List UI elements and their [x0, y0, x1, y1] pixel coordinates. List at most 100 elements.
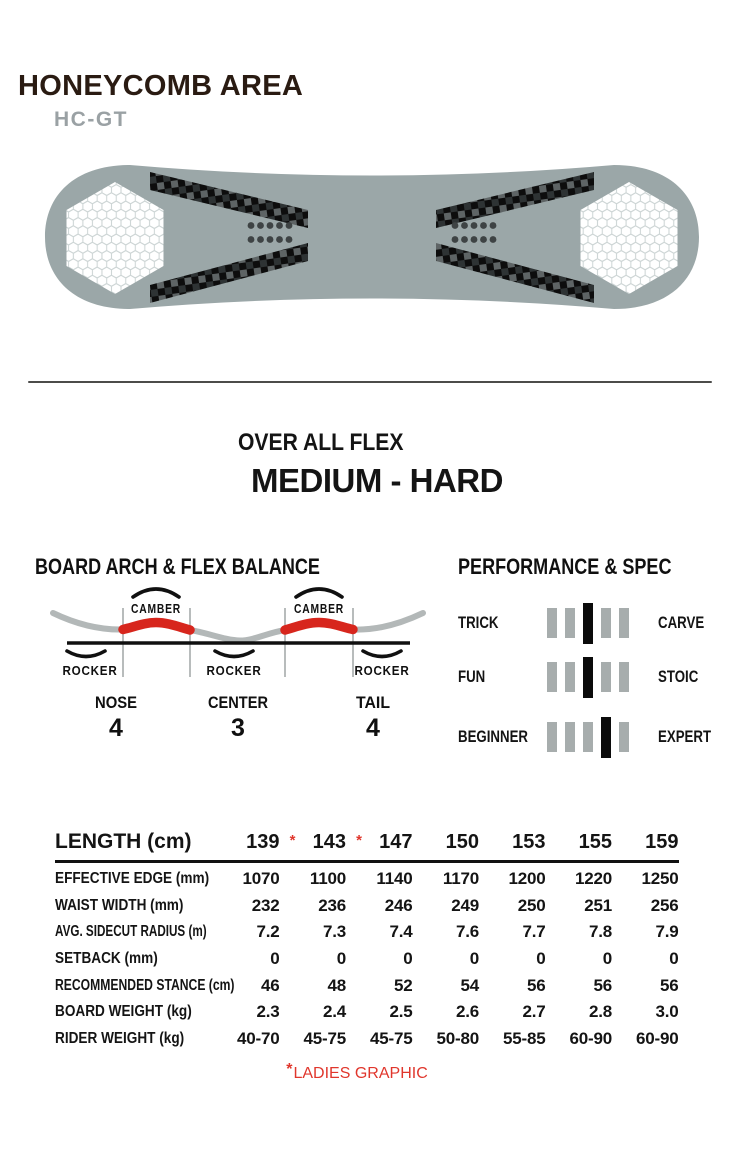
performance-bar: [547, 722, 557, 752]
rocker-label: ROCKER: [355, 664, 410, 678]
camber-label: CAMBER: [294, 601, 344, 616]
arch-diagram: CAMBER CAMBER ROCKER ROCKER ROCKER NOSE …: [50, 587, 426, 742]
arch-section-title: BOARD ARCH & FLEX BALANCE: [35, 554, 320, 579]
performance-bar: [601, 608, 611, 638]
table-cell: 249: [451, 895, 479, 915]
camber-arc-icon: [131, 587, 181, 599]
table-cell: 2.5: [389, 1002, 413, 1022]
performance-row: TRICK CARVE: [458, 601, 708, 645]
table-cell: 60-90: [569, 1028, 613, 1048]
table-cell: 7.3: [322, 922, 346, 942]
table-cell: 56: [526, 975, 546, 995]
performance-bar: [583, 722, 593, 752]
table-cell: 1200: [508, 869, 546, 889]
performance-bar: [601, 662, 611, 692]
performance-bar: [547, 662, 557, 692]
table-cell: 1100: [309, 869, 346, 889]
performance-left-label: TRICK: [458, 613, 499, 632]
performance-bar-scale: [540, 716, 658, 758]
table-cell: 0: [336, 949, 346, 969]
row-label: EFFECTIVE EDGE (mm): [55, 870, 210, 888]
table-cell: 46: [260, 975, 280, 995]
ladies-graphic-footnote: *LADIES GRAPHIC: [45, 1061, 669, 1083]
rocker-arc-icon: [65, 649, 107, 659]
section-divider: [28, 381, 712, 383]
table-cell: 256: [650, 895, 679, 915]
carbon-stripes-icon: [150, 172, 594, 303]
table-cell: 40-70: [237, 1028, 280, 1048]
camber-arc-icon: [294, 587, 344, 599]
page-title: HONEYCOMB AREA: [18, 70, 304, 102]
row-label: BOARD WEIGHT (kg): [55, 1003, 192, 1021]
table-cell: 56: [593, 975, 612, 995]
table-cell: 55-85: [503, 1028, 546, 1048]
table-cell: 1170: [442, 869, 479, 889]
table-cell: 0: [602, 949, 612, 969]
table-cell: 50-80: [436, 1028, 480, 1048]
snowboard-graphic: [45, 165, 699, 309]
length-column-header: 150: [445, 830, 479, 853]
flex-value-center: 3: [231, 714, 245, 742]
performance-left-label: FUN: [458, 667, 486, 686]
length-column-header: 147: [379, 830, 413, 853]
performance-bar-scale: [540, 656, 658, 698]
table-cell: 1070: [242, 869, 280, 889]
length-column-header: 139 *: [246, 830, 296, 853]
performance-right-label: EXPERT: [658, 727, 712, 746]
performance-section-title: PERFORMANCE & SPEC: [458, 554, 672, 579]
table-cell: 0: [669, 949, 679, 969]
table-cell: 56: [659, 975, 679, 995]
length-column-header: 143 *: [312, 830, 362, 853]
table-cell: 0: [469, 949, 479, 969]
performance-bar: [619, 662, 629, 692]
table-row: RIDER WEIGHT (kg) 40-70 45-75 45-75 50-80 55-…: [55, 1026, 679, 1053]
table-cell: 3.0: [655, 1002, 679, 1022]
performance-bar: [565, 662, 575, 692]
overall-flex-label: OVER ALL FLEX: [238, 429, 404, 456]
table-cell: 232: [251, 895, 280, 915]
table-row: SETBACK (mm) 0 0 0 0 0 0 0: [55, 946, 679, 973]
spec-table: LENGTH (cm) 139 * 143 * 147 150 153 155 159 EFFEC…: [55, 830, 679, 1083]
table-cell: 60-90: [636, 1028, 679, 1048]
row-label: AVG. SIDECUT RADIUS (m): [55, 923, 207, 941]
length-column-header: 155: [578, 830, 612, 853]
performance-bar: [565, 722, 575, 752]
section-name-center: CENTER: [208, 694, 268, 712]
row-label: SETBACK (mm): [55, 950, 158, 968]
rocker-label: ROCKER: [207, 664, 262, 678]
row-label: RECOMMENDED STANCE (cm): [55, 976, 235, 994]
length-header-label: LENGTH (cm): [55, 830, 192, 853]
section-name-nose: NOSE: [95, 694, 137, 712]
table-cell: 2.3: [256, 1002, 280, 1022]
table-cell: 0: [270, 949, 280, 969]
flex-value-nose: 4: [109, 714, 123, 742]
table-cell: 7.9: [655, 922, 679, 942]
table-cell: 251: [584, 895, 612, 915]
table-cell: 48: [327, 975, 346, 995]
camber-label: CAMBER: [131, 601, 181, 616]
honeycomb-tip-left-icon: [66, 182, 164, 294]
performance-row: BEGINNER EXPERT: [458, 715, 712, 759]
footnote-text: LADIES GRAPHIC: [293, 1065, 428, 1083]
performance-row: FUN STOIC: [458, 655, 708, 699]
performance-level-marker: [583, 656, 593, 698]
table-cell: 0: [536, 949, 546, 969]
section-name-tail: TAIL: [356, 694, 390, 712]
spec-table-body: EFFECTIVE EDGE (mm) 1070 1100 1140 1170 1200 1…: [55, 866, 679, 1052]
board-profile-line: [50, 610, 426, 644]
table-cell: 7.4: [389, 922, 413, 942]
table-cell: 1220: [574, 869, 612, 889]
table-row: EFFECTIVE EDGE (mm) 1070 1100 1140 1170 1200 1…: [55, 866, 679, 893]
table-cell: 52: [393, 975, 413, 995]
table-cell: 2.4: [322, 1002, 346, 1022]
binding-inserts-icon: [247, 222, 497, 243]
flex-value-tail: 4: [366, 714, 380, 742]
table-cell: 2.8: [588, 1002, 612, 1022]
length-column-header: 153: [512, 830, 546, 853]
performance-bar-scale: [540, 602, 658, 644]
model-name: HC-GT: [54, 108, 128, 131]
table-cell: 2.7: [522, 1002, 546, 1022]
length-column-header: 159: [645, 830, 679, 853]
table-cell: 2.6: [455, 1002, 479, 1022]
table-row: AVG. SIDECUT RADIUS (m) 7.2 7.3 7.4 7.6 7.7 7.…: [55, 919, 679, 946]
